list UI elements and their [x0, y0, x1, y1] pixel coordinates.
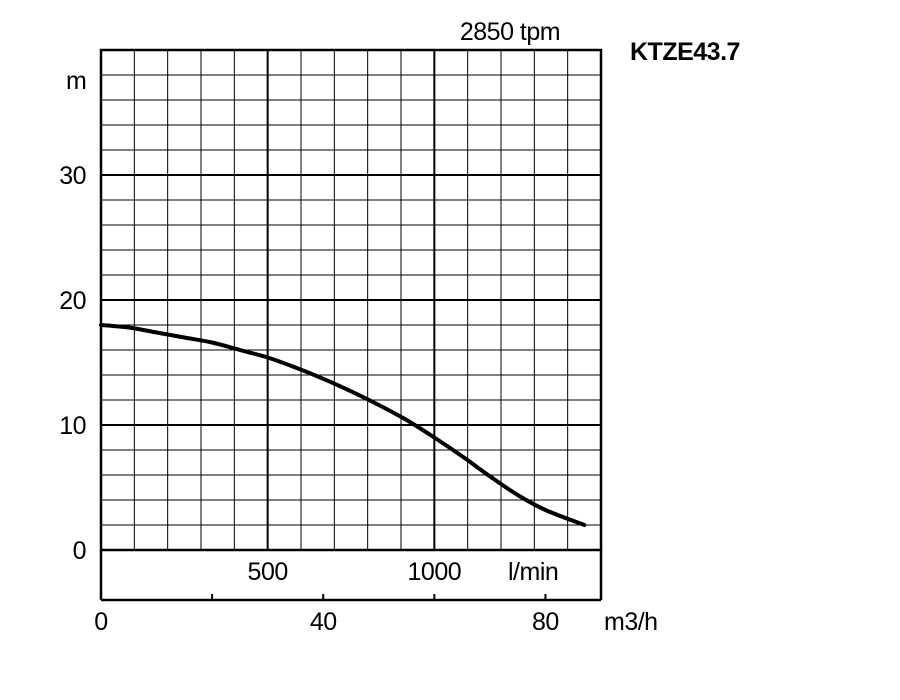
speed-label: 2850 tpm — [460, 18, 560, 46]
y-tick-label: 20 — [59, 287, 86, 315]
plot-border — [99, 48, 603, 552]
x-tick-label-lmin: 1000 — [408, 558, 462, 586]
tick-labels: 0 10 20 30 500 1000 0 40 80 — [59, 162, 559, 636]
x-unit-lmin-label: l/min — [508, 558, 558, 586]
series-line — [99, 323, 587, 527]
y-tick-label: 0 — [73, 537, 86, 565]
x-tick-label-m3h: 80 — [532, 608, 559, 636]
chart-title: KTZE43.7 — [630, 38, 740, 66]
chart-frame — [99, 48, 603, 602]
y-tick-label: 10 — [59, 412, 86, 440]
x-tick-label-lmin: 500 — [248, 558, 288, 586]
x-unit-m3h-label: m3/h — [604, 608, 658, 636]
chart-labels: 2850 tpm KTZE43.7 m l/min m3/h — [66, 18, 740, 636]
x-tick-label-m3h: 0 — [94, 608, 107, 636]
x-tick-label-m3h: 40 — [310, 608, 337, 636]
y-axis-label: m — [66, 67, 86, 95]
y-tick-label: 30 — [59, 162, 86, 190]
pump-curve — [99, 323, 587, 527]
chart-grid — [101, 50, 601, 550]
